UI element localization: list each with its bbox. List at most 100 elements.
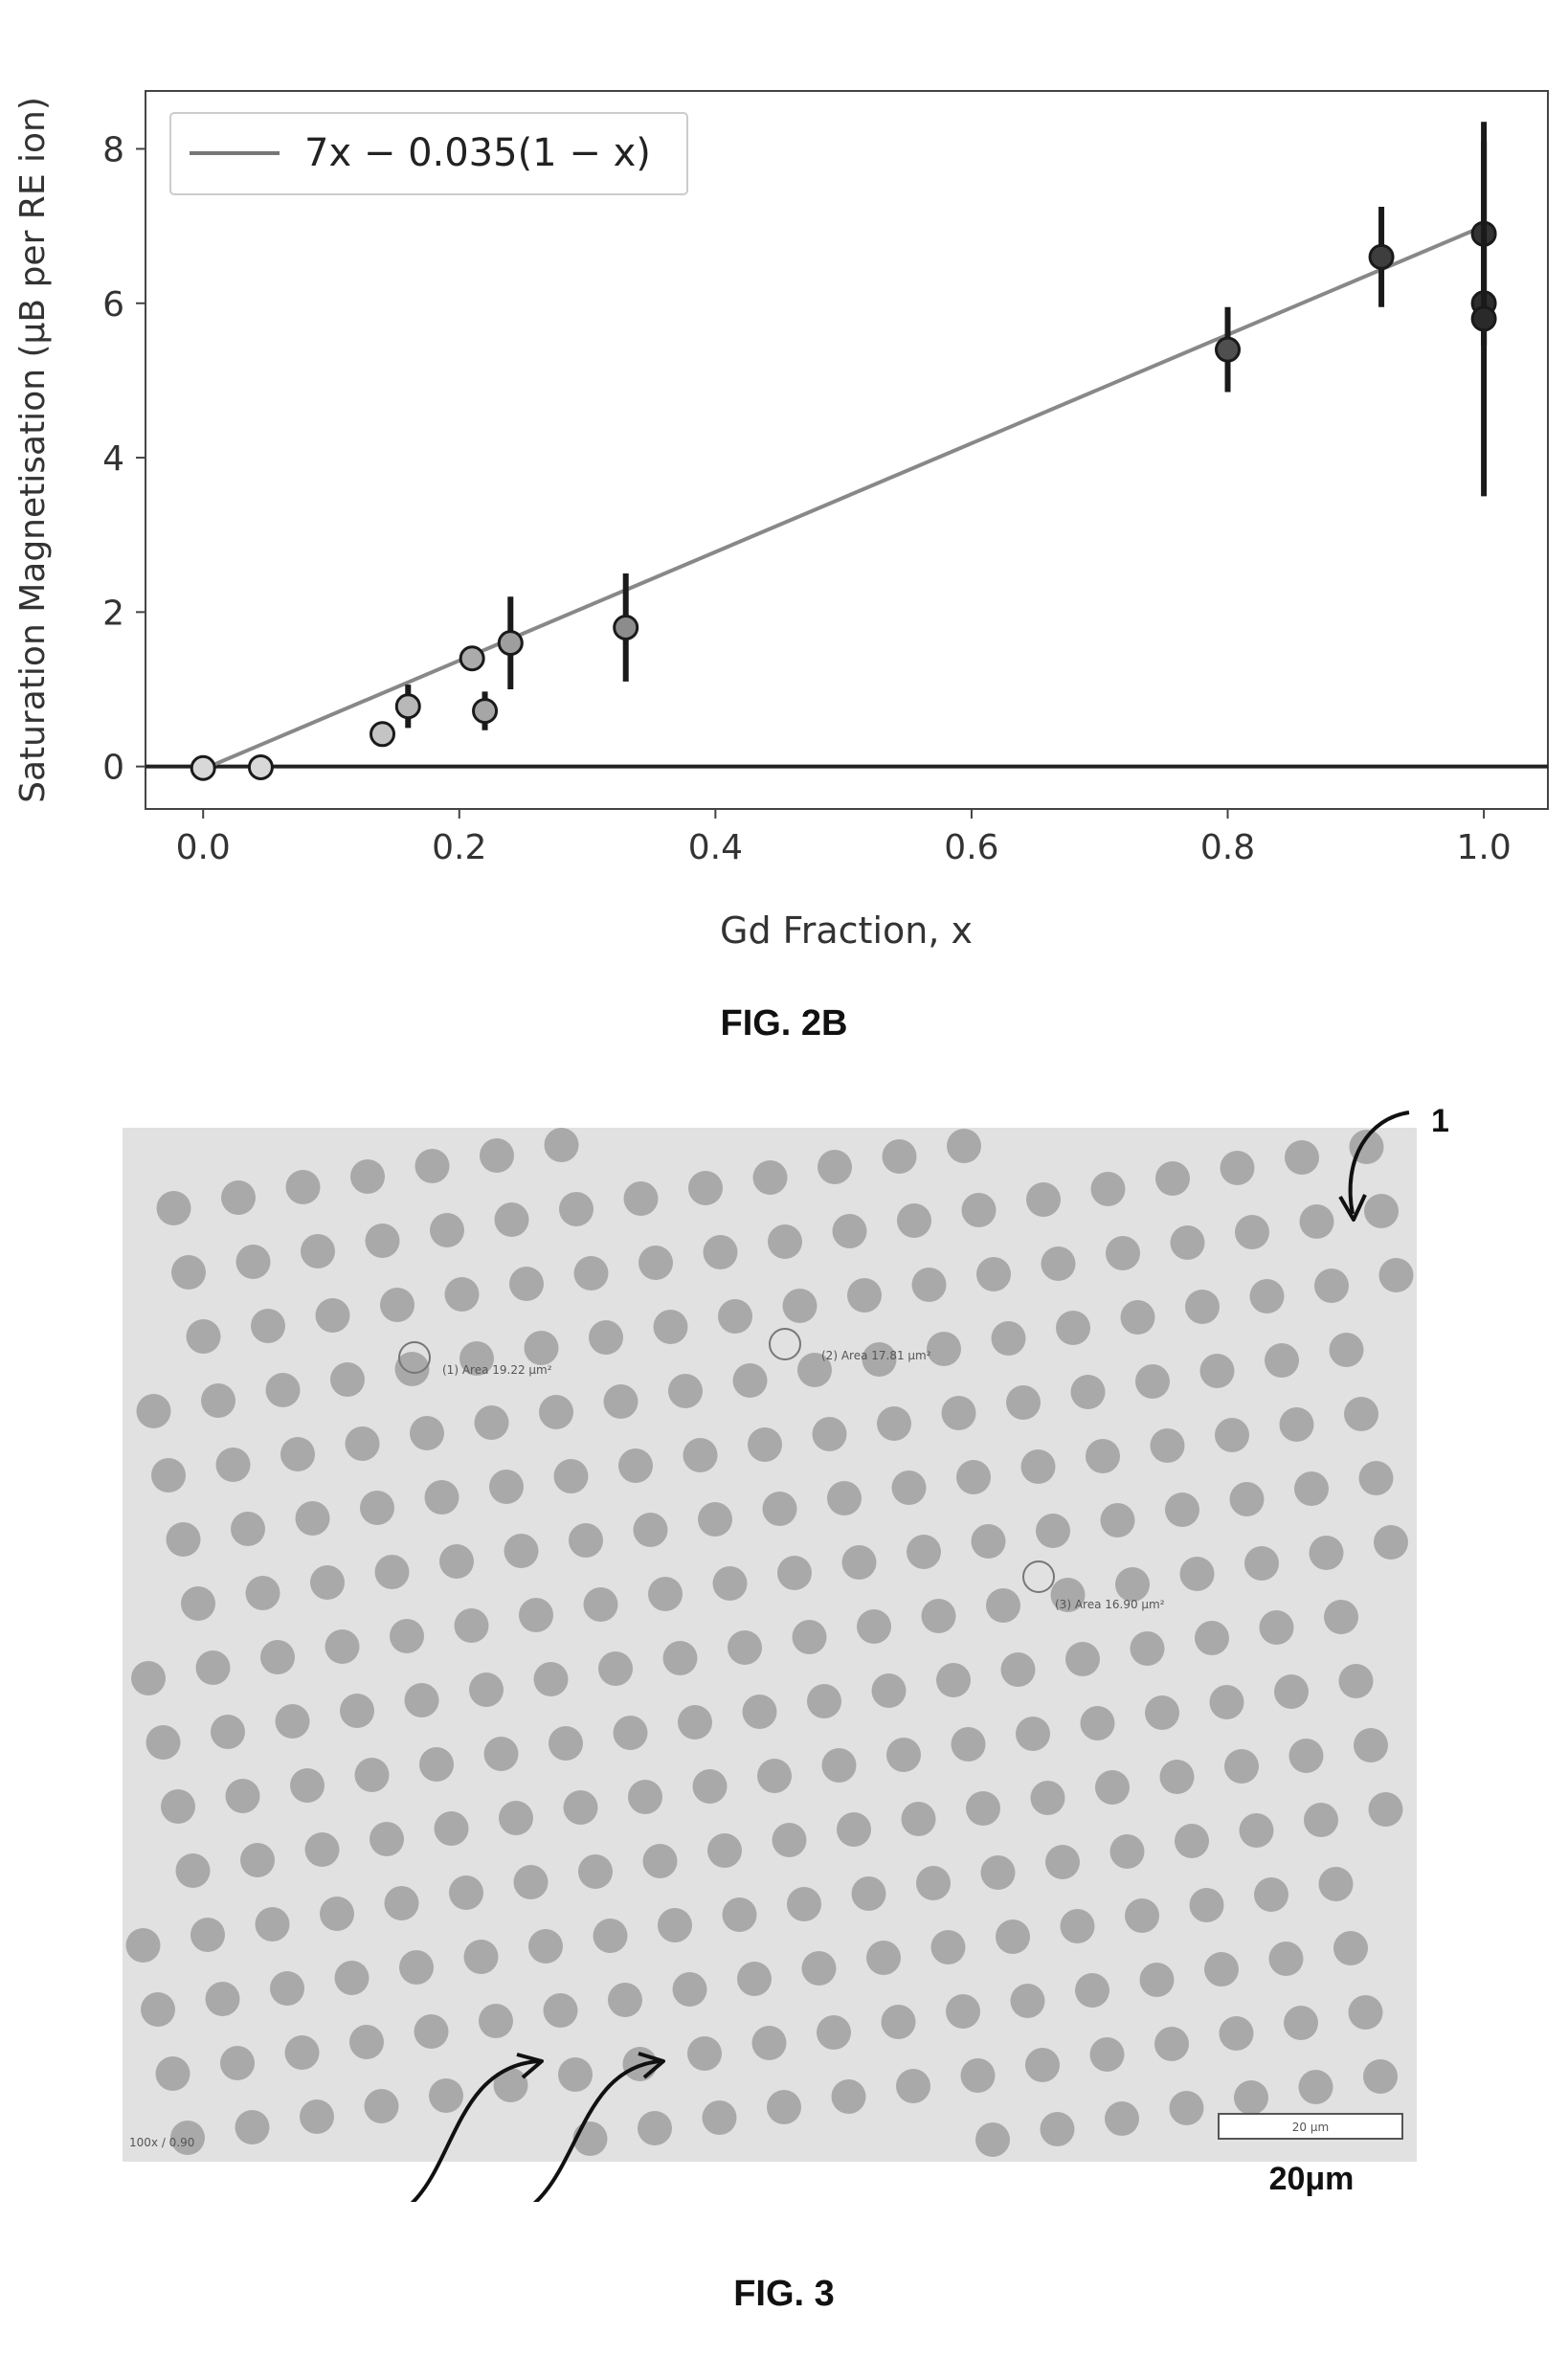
dot xyxy=(648,1577,683,1611)
dot xyxy=(593,1919,628,1953)
dot xyxy=(240,1843,275,1877)
dot xyxy=(225,1779,260,1813)
dot xyxy=(141,1992,175,2027)
dot xyxy=(493,2068,528,2102)
dot xyxy=(1268,1942,1304,1976)
data-point xyxy=(190,754,216,781)
dot xyxy=(340,1694,374,1728)
dot xyxy=(171,1255,206,1290)
dot xyxy=(578,1854,613,1889)
dot xyxy=(265,1373,301,1407)
dot xyxy=(380,1288,414,1322)
dot xyxy=(330,1362,365,1397)
dot xyxy=(1155,1161,1190,1196)
dot xyxy=(205,1982,240,2016)
dot xyxy=(569,1523,603,1558)
dot xyxy=(1318,1867,1354,1901)
dot xyxy=(941,1396,976,1430)
dot xyxy=(638,1246,673,1280)
dot xyxy=(549,1726,583,1761)
dot xyxy=(1265,1343,1299,1378)
dot xyxy=(633,1513,668,1547)
dot xyxy=(986,1588,1020,1623)
dot xyxy=(678,1705,712,1740)
dot xyxy=(533,1662,569,1696)
dot xyxy=(1298,2070,1333,2104)
dot xyxy=(539,1395,573,1429)
dot xyxy=(1215,1418,1249,1452)
dot xyxy=(260,1640,295,1674)
dot xyxy=(1060,1909,1095,1943)
dot xyxy=(921,1599,956,1633)
dot xyxy=(345,1426,380,1461)
dot xyxy=(996,1919,1030,1954)
dot xyxy=(558,2057,593,2092)
dot xyxy=(270,1971,304,2006)
dot xyxy=(857,1609,891,1644)
x-tick-label: 0.4 xyxy=(688,828,743,867)
dot xyxy=(195,1650,231,1685)
dot xyxy=(1285,1140,1319,1175)
dot xyxy=(211,1715,245,1749)
figure-3-micrograph: (1) Area 19.22 μm² (2) Area 17.81 μm² (3… xyxy=(123,1103,1449,2202)
dot xyxy=(801,1951,837,1986)
dot xyxy=(1090,1172,1126,1206)
dot xyxy=(255,1907,290,1942)
measured-dot-3-outline xyxy=(1022,1560,1055,1593)
dot xyxy=(563,1790,598,1825)
dot xyxy=(449,1875,483,1910)
dot xyxy=(1244,1546,1279,1581)
dot xyxy=(1294,1471,1329,1506)
dot xyxy=(976,1257,1011,1291)
dot xyxy=(1254,1877,1288,1912)
dot xyxy=(349,2025,384,2059)
dot xyxy=(628,1780,662,1814)
dot xyxy=(891,1470,927,1505)
dot xyxy=(315,1298,350,1333)
dot xyxy=(1185,1290,1220,1324)
measured-dot-1-outline xyxy=(398,1341,431,1374)
plot-frame xyxy=(145,90,1549,810)
figure-3-caption: FIG. 3 xyxy=(733,2274,835,2314)
dot xyxy=(897,1203,931,1238)
y-axis-label: Saturation Magnetisation (μB per RE ion) xyxy=(13,97,53,803)
dot xyxy=(573,1256,609,1291)
dot xyxy=(1299,1204,1334,1239)
dot xyxy=(975,2122,1010,2157)
area-label-3: (3) Area 16.90 μm² xyxy=(1055,1598,1165,1611)
dot xyxy=(1045,1845,1080,1879)
dot xyxy=(752,1160,788,1195)
dot xyxy=(235,2110,270,2144)
dot xyxy=(151,1458,186,1493)
dot xyxy=(1374,1525,1408,1560)
dot xyxy=(947,1129,981,1163)
dot xyxy=(459,1341,494,1376)
dot xyxy=(583,1587,618,1622)
dot xyxy=(1010,1984,1045,2018)
dot xyxy=(930,1930,966,1964)
dot xyxy=(817,2015,851,2050)
dot xyxy=(1279,1407,1314,1442)
dot xyxy=(916,1866,951,1900)
dot xyxy=(439,1544,474,1579)
dot xyxy=(598,1651,633,1686)
x-tick-label: 0.0 xyxy=(176,828,231,867)
dot xyxy=(722,1897,757,1932)
dot xyxy=(245,1576,280,1610)
dot xyxy=(1016,1717,1050,1751)
dot xyxy=(304,1832,340,1867)
dot xyxy=(350,1159,385,1194)
dot xyxy=(603,1384,638,1419)
dot xyxy=(841,1545,877,1580)
dot xyxy=(414,2014,449,2049)
dot xyxy=(220,2046,255,2080)
reference-arrow-bottom-left-1 xyxy=(410,2053,544,2202)
dot xyxy=(1020,1449,1056,1484)
dot xyxy=(404,1683,439,1717)
dot xyxy=(768,1224,802,1259)
dot xyxy=(1304,1803,1338,1837)
dot xyxy=(215,1448,251,1482)
x-tick-label: 0.6 xyxy=(944,828,998,867)
dot xyxy=(1095,1770,1130,1805)
dot xyxy=(1314,1268,1349,1303)
